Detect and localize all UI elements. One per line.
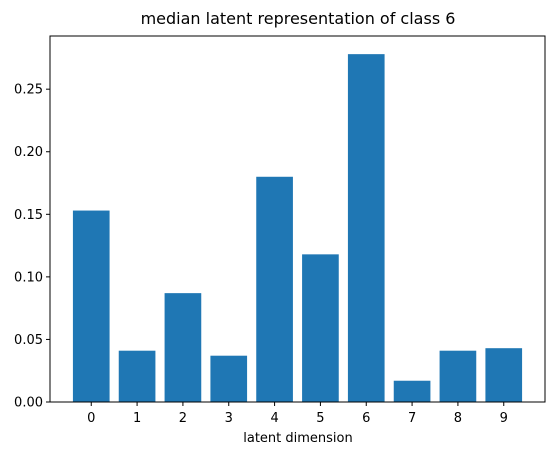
x-tick-label: 5	[316, 411, 324, 426]
y-tick-label: 0.25	[14, 83, 43, 98]
plot-area-frame	[49, 35, 546, 403]
bar-0	[72, 210, 110, 402]
bar-8	[439, 350, 477, 402]
x-tick-label: 3	[225, 411, 233, 426]
bar-4	[256, 176, 293, 402]
bar-6	[347, 54, 385, 403]
x-tick-label: 4	[270, 411, 278, 426]
y-tick-label: 0.20	[14, 145, 43, 160]
bar-2	[164, 293, 202, 402]
x-axis-ticks: 0 1 2 3 4 5 6 7 8 9	[87, 402, 508, 426]
y-tick-label: 0.10	[14, 270, 43, 285]
bar-9	[485, 348, 523, 402]
x-axis-label: latent dimension	[243, 431, 352, 446]
chart-title: median latent representation of class 6	[141, 9, 456, 28]
y-tick-label: 0.05	[14, 333, 43, 348]
x-tick-label: 9	[500, 411, 508, 426]
bar-3	[210, 355, 248, 402]
bar-7	[393, 380, 431, 402]
y-tick-label: 0.15	[14, 208, 43, 223]
bar-1	[118, 350, 156, 402]
x-tick-label: 8	[454, 411, 462, 426]
bars-group	[72, 54, 523, 403]
x-tick-label: 6	[362, 411, 370, 426]
y-axis-ticks: 0.00 0.05 0.10 0.15 0.20 0.25	[14, 83, 50, 411]
x-tick-label: 1	[133, 411, 141, 426]
bar-5	[302, 254, 339, 402]
x-tick-label: 7	[408, 411, 416, 426]
y-tick-label: 0.00	[14, 396, 43, 411]
x-tick-label: 0	[87, 411, 95, 426]
x-tick-label: 2	[179, 411, 187, 426]
